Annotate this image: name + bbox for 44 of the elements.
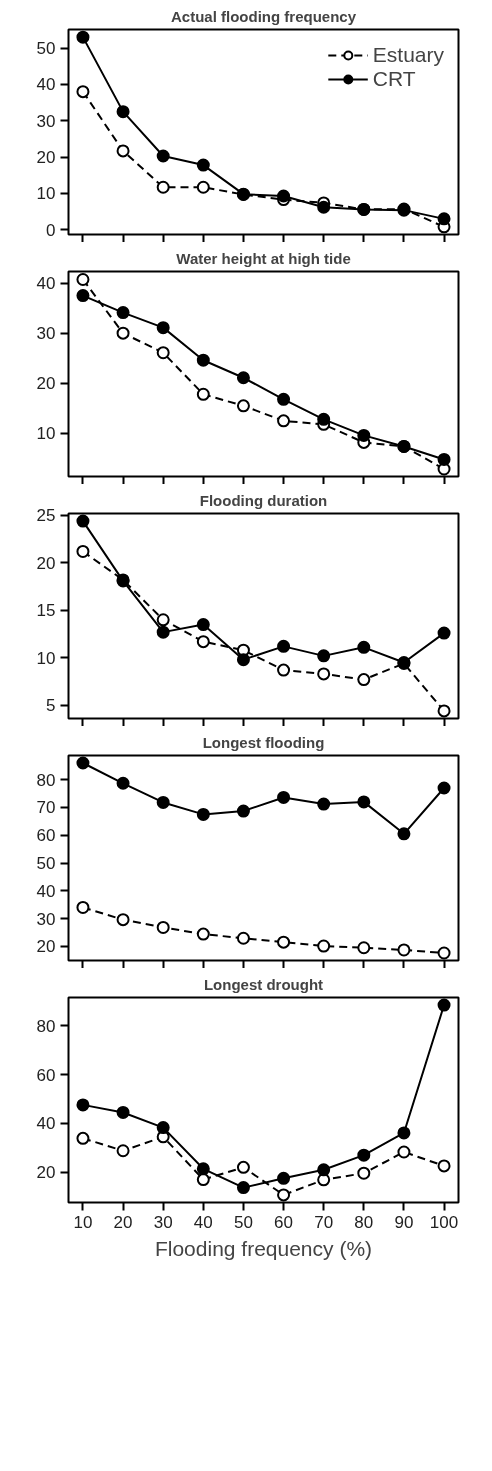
y-tick-label: 50 (36, 854, 56, 873)
x-tick-label: 80 (354, 1212, 374, 1232)
y-tick-label: 40 (36, 881, 56, 901)
y-tick-label: 10 (36, 648, 56, 668)
x-tick-label: 40 (193, 1212, 213, 1232)
y-tick-label: 80 (36, 1016, 56, 1036)
y-tick-label: 70 (36, 798, 56, 818)
y-tick-label: 20 (36, 937, 56, 957)
y-tick-label: 15 (36, 601, 56, 621)
x-tick-label: 60 (274, 1212, 294, 1232)
y-tick-label: 40 (36, 274, 56, 294)
y-tick-label: 40 (36, 1114, 56, 1134)
y-tick-label: 10 (36, 184, 56, 204)
y-tick-label: 50 (36, 39, 56, 59)
x-tick-label: 10 (73, 1212, 93, 1232)
x-tick-label: 20 (113, 1212, 133, 1232)
chart-title: Longest flooding (202, 733, 325, 751)
chart-title: Longest drought (203, 975, 324, 993)
chart-title: Actual flooding frequency (171, 7, 357, 25)
y-tick-label: 60 (36, 1065, 56, 1085)
y-tick-label: 10 (36, 424, 56, 444)
y-tick-label: 30 (36, 111, 56, 131)
y-tick-label: 0 (46, 220, 56, 240)
y-tick-label: 20 (36, 148, 56, 168)
legend-label: Estuary (372, 43, 444, 67)
y-tick-label: 20 (36, 553, 56, 573)
x-tick-label: 100 (429, 1212, 459, 1232)
y-tick-label: 25 (36, 506, 56, 526)
x-tick-label: 90 (394, 1212, 414, 1232)
x-tick-label: 30 (153, 1212, 173, 1232)
y-tick-label: 5 (46, 696, 56, 716)
y-tick-label: 20 (36, 1163, 56, 1183)
y-tick-label: 40 (36, 75, 56, 95)
x-tick-label: 70 (314, 1212, 334, 1232)
chart-title: Water height at high tide (176, 249, 351, 267)
x-axis-title: Flooding frequency (%) (154, 1236, 373, 1260)
chart-title: Flooding duration (199, 491, 328, 509)
y-tick-label: 30 (36, 324, 56, 344)
y-tick-label: 20 (36, 374, 56, 394)
y-tick-label: 30 (36, 909, 56, 929)
x-tick-label: 50 (233, 1212, 253, 1232)
y-tick-label: 60 (36, 826, 56, 846)
legend-label: CRT (372, 67, 416, 91)
y-tick-label: 80 (36, 770, 56, 790)
